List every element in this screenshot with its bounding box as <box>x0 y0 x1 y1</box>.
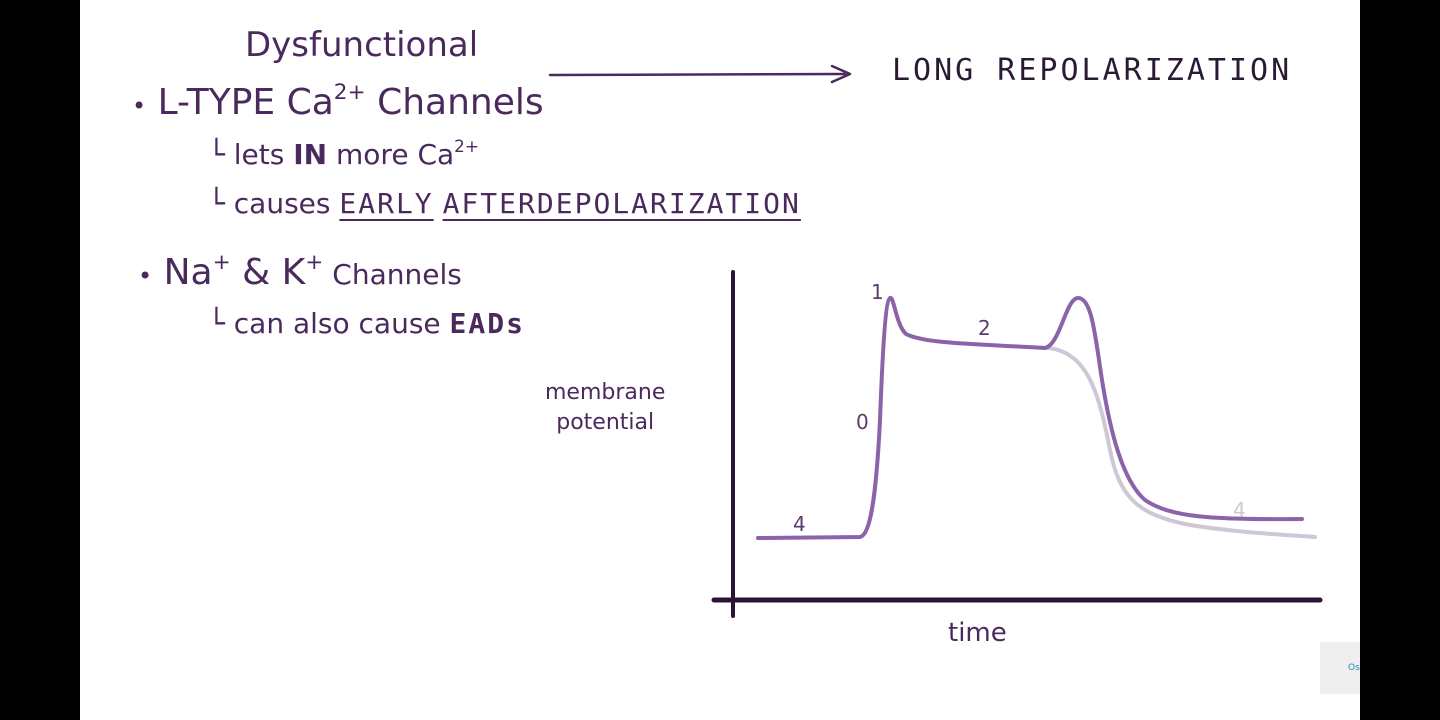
bullet-dot: • <box>132 92 147 121</box>
long-repolarization-label: LONG REPOLARIZATION <box>892 53 1293 88</box>
ltype-suffix: Channels <box>365 82 544 124</box>
na-sup: + <box>212 250 231 275</box>
na-text: Na <box>163 252 213 294</box>
corner-mark: └ <box>208 137 234 171</box>
corner-mark: └ <box>208 307 234 340</box>
phase-label-4-end: 4 <box>1233 498 1246 522</box>
ltype-sub2: └ causes EARLY AFTERDEPOLARIZATION <box>208 190 801 218</box>
afterdepolarization-text: AFTERDEPOLARIZATION <box>442 187 801 220</box>
sub1-text-a: lets <box>233 137 294 171</box>
ltype-prefix: L-TYPE Ca <box>157 82 334 124</box>
k-sup: + <box>305 250 324 275</box>
corner-mark: └ <box>208 187 234 220</box>
y-axis-label-line1: membrane <box>545 380 666 405</box>
phase-label-1: 1 <box>871 280 884 304</box>
k-text: K <box>281 252 306 294</box>
osmosis-logo: Osmosis <box>1320 642 1360 694</box>
logo-text: Osmosis <box>1348 663 1360 673</box>
x-axis-label: time <box>948 618 1007 648</box>
amp-text: & <box>230 252 282 294</box>
early-text: EARLY <box>339 187 434 220</box>
normal-action-potential-curve <box>1046 346 1317 539</box>
sub2-text-a: causes <box>233 187 340 220</box>
bullet-dot: • <box>138 262 153 291</box>
nak-sub1-text-a: can also cause <box>233 307 450 340</box>
sub1-text-b: IN <box>293 137 328 171</box>
phase-label-2: 2 <box>978 316 991 340</box>
nak-suffix: Channels <box>323 258 462 292</box>
title: Dysfunctional <box>245 25 479 65</box>
ltype-sub1: └ lets IN more Ca2+ <box>208 138 479 169</box>
y-axis-label-line2: potential <box>556 410 655 435</box>
arrow <box>548 64 852 84</box>
nak-channel-item: • Na+ & K+ Channels <box>138 252 462 291</box>
nak-sub1: └ can also cause EADs <box>208 310 525 338</box>
eads-text: EADs <box>449 307 525 340</box>
sub1-sup: 2+ <box>454 136 479 156</box>
prolonged-action-potential-curve <box>756 295 1304 540</box>
y-axis-label: membrane potential <box>545 378 665 438</box>
ltype-sup: 2+ <box>333 80 366 105</box>
phase-label-4-start: 4 <box>793 512 806 536</box>
sub1-text-c: more Ca <box>327 137 455 171</box>
action-potential-diagram <box>548 64 1323 618</box>
phase-label-0: 0 <box>856 410 869 434</box>
whiteboard: Dysfunctional • L-TYPE Ca2+ Channels └ l… <box>80 0 1360 720</box>
ltype-channel-item: • L-TYPE Ca2+ Channels <box>132 82 544 121</box>
